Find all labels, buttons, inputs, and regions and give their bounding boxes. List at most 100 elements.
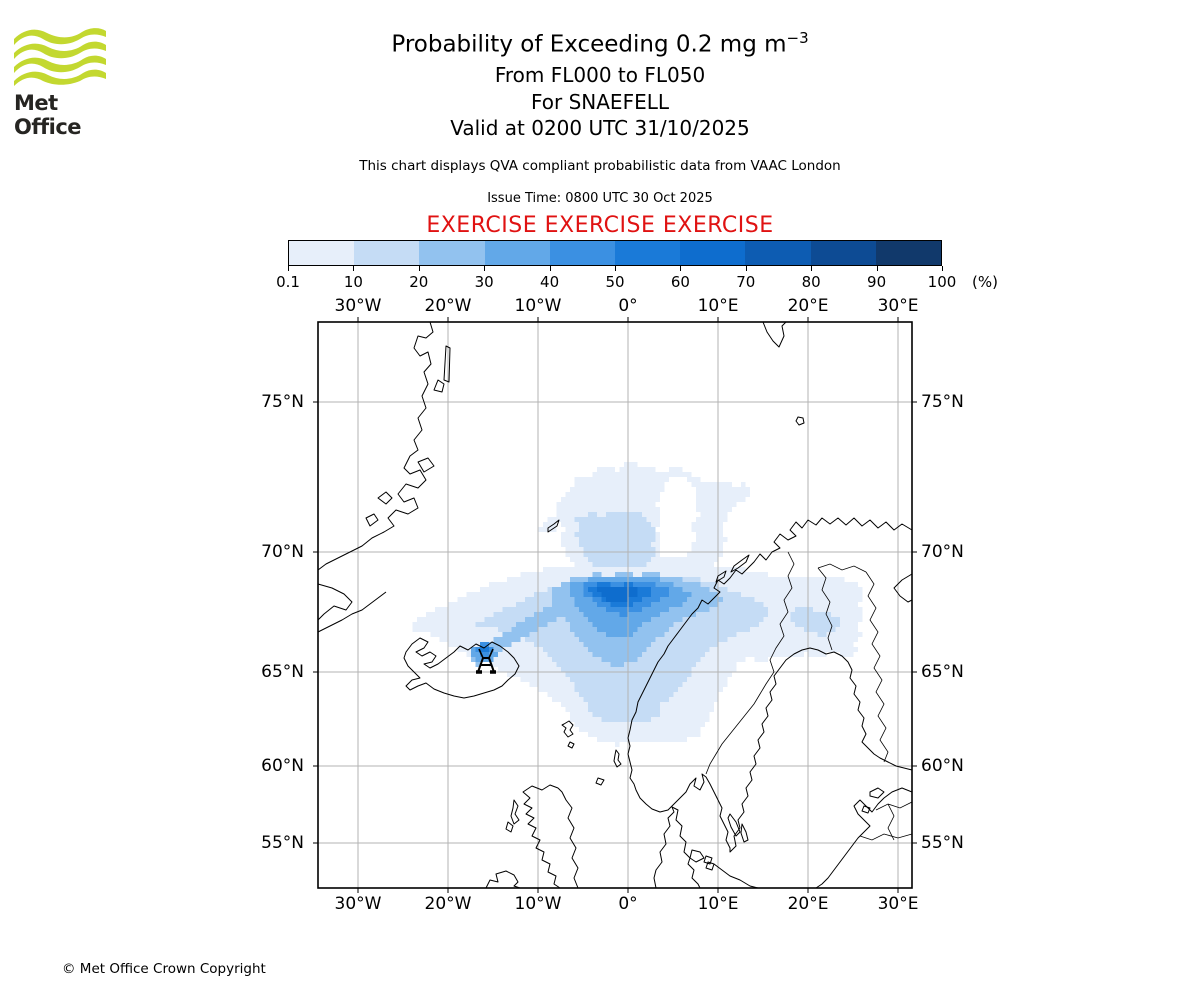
longitude-label-bottom: 10°E: [697, 894, 739, 914]
plume-cell: [606, 712, 611, 717]
plume-cell: [678, 632, 683, 637]
plume-cell: [547, 687, 552, 692]
plume-cell: [525, 597, 530, 602]
plume-cell: [480, 637, 485, 642]
plume-cell: [628, 507, 633, 512]
plume-cell: [669, 587, 674, 592]
plume-cell: [759, 652, 764, 657]
plume-cell: [723, 667, 728, 672]
plume-cell: [646, 492, 651, 497]
plume-cell: [642, 502, 647, 507]
plume-cell: [660, 597, 665, 602]
plume-cell: [799, 587, 804, 592]
plume-cell: [624, 482, 629, 487]
plume-cell: [619, 707, 624, 712]
plume-cell: [457, 627, 462, 632]
plume-cell: [597, 527, 602, 532]
plume-cell: [682, 562, 687, 567]
plume-cell: [624, 542, 629, 547]
plume-cell: [547, 677, 552, 682]
plume-cell: [588, 607, 593, 612]
plume-cell: [637, 527, 642, 532]
plume-cell: [714, 677, 719, 682]
plume-cell: [736, 497, 741, 502]
plume-cell: [489, 627, 494, 632]
plume-cell: [669, 737, 674, 742]
plume-cell: [619, 577, 624, 582]
plume-cell: [835, 642, 840, 647]
plume-cell: [732, 502, 737, 507]
latitude-label-right: 55°N: [921, 833, 964, 853]
plume-cell: [687, 622, 692, 627]
coastline-path: [595, 777, 605, 786]
plume-cell: [619, 477, 624, 482]
plume-cell: [592, 697, 597, 702]
coastline-path: [713, 863, 759, 889]
plume-cell: [579, 667, 584, 672]
plume-cell: [484, 647, 489, 652]
plume-cell: [714, 647, 719, 652]
plume-cell: [664, 567, 669, 572]
plume-cell: [606, 677, 611, 682]
plume-cell: [777, 582, 782, 587]
plume-cell: [592, 627, 597, 632]
plume-cell: [732, 642, 737, 647]
plume-cell: [633, 687, 638, 692]
plume-cell: [601, 632, 606, 637]
plume-cell: [655, 727, 660, 732]
plume-cell: [597, 467, 602, 472]
plume-cell: [547, 592, 552, 597]
plume-cell: [556, 592, 561, 597]
plume-cell: [768, 592, 773, 597]
plume-cell: [714, 612, 719, 617]
plume-cell: [538, 587, 543, 592]
plume-cell: [709, 507, 714, 512]
plume-cell: [601, 527, 606, 532]
plume-cell: [646, 597, 651, 602]
plume-cell: [619, 672, 624, 677]
plume-cell: [507, 597, 512, 602]
plume-cell: [547, 612, 552, 617]
plume-cell: [664, 732, 669, 737]
probability-colorbar: (%) 0.1 10 20 30 40 50 60 70 80 90 100: [276, 240, 998, 291]
plume-cell: [610, 597, 615, 602]
plume-cell: [547, 662, 552, 667]
plume-cell: [669, 642, 674, 647]
plume-cell: [547, 642, 552, 647]
plume-cell: [565, 657, 570, 662]
plume-cell: [592, 512, 597, 517]
plume-cell: [592, 632, 597, 637]
plume-cell: [552, 632, 557, 637]
plume-cell: [696, 702, 701, 707]
plume-cell: [556, 652, 561, 657]
plume-cell: [781, 597, 786, 602]
plume-cell: [696, 672, 701, 677]
plume-cell: [633, 727, 638, 732]
plume-cell: [570, 672, 575, 677]
plume-cell: [592, 702, 597, 707]
plume-cell: [763, 617, 768, 622]
plume-cell: [646, 467, 651, 472]
plume-cell: [561, 497, 566, 502]
plume-cell: [588, 647, 593, 652]
plume-cell: [831, 582, 836, 587]
plume-cell: [601, 682, 606, 687]
plume-cell: [543, 582, 548, 587]
plume-cell: [556, 502, 561, 507]
plume-cell: [718, 652, 723, 657]
plume-cell: [700, 557, 705, 562]
plume-cell: [736, 657, 741, 662]
plume-cell: [687, 657, 692, 662]
plume-cell: [772, 577, 777, 582]
plume-cell: [682, 682, 687, 687]
plume-cell: [606, 737, 611, 742]
plume-cell: [664, 707, 669, 712]
plume-cell: [709, 677, 714, 682]
plume-cell: [561, 697, 566, 702]
plume-cell: [678, 657, 683, 662]
plume-cell: [628, 702, 633, 707]
plume-cell: [597, 547, 602, 552]
plume-cell: [655, 547, 660, 552]
plume-cell: [660, 577, 665, 582]
plume-cell: [516, 642, 521, 647]
